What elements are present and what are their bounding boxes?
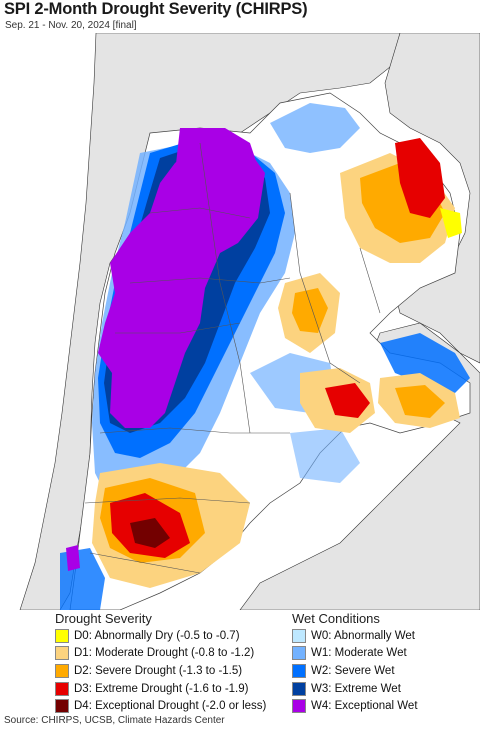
- wet-w1-southcoast: [290, 428, 360, 483]
- wet-w2-uruguay: [380, 333, 470, 393]
- province-borders: [84, 142, 381, 574]
- legend-label-w2: W2: Severe Wet: [311, 664, 395, 677]
- swatch-d0: [55, 628, 69, 643]
- legend-item-d2: D2: Severe Drought (-1.3 to -1.5): [55, 662, 266, 680]
- wet-w4-upper: [175, 128, 260, 213]
- legend-item-d0: D0: Abnormally Dry (-0.5 to -0.7): [55, 627, 266, 645]
- wet-w4-south: [66, 545, 80, 571]
- legend-drought: Drought Severity D0: Abnormally Dry (-0.…: [55, 610, 266, 715]
- legend-item-w1: W1: Moderate Wet: [292, 645, 418, 663]
- legend: Drought Severity D0: Abnormally Dry (-0.…: [0, 610, 480, 714]
- legend-wet: Wet Conditions W0: Abnormally Wet W1: Mo…: [292, 610, 418, 715]
- source-credit: Source: CHIRPS, UCSB, Climate Hazards Ce…: [4, 715, 225, 726]
- drought-d3-northeast: [395, 138, 445, 218]
- legend-item-w3: W3: Extreme Wet: [292, 680, 418, 698]
- legend-label-w0: W0: Abnormally Wet: [311, 629, 415, 642]
- swatch-d2: [55, 663, 69, 678]
- legend-item-w2: W2: Severe Wet: [292, 662, 418, 680]
- legend-item-d3: D3: Extreme Drought (-1.6 to -1.9): [55, 680, 266, 698]
- swatch-d3: [55, 681, 69, 696]
- drought-d2-east: [395, 385, 445, 418]
- map-subtitle: Sep. 21 - Nov. 20, 2024 [final]: [5, 20, 137, 31]
- swatch-w1: [292, 646, 306, 661]
- swatch-d4: [55, 699, 69, 714]
- swatch-w0: [292, 628, 306, 643]
- wet-w1-northeast: [270, 103, 360, 153]
- legend-label-d2: D2: Severe Drought (-1.3 to -1.5): [74, 664, 243, 677]
- swatch-w2: [292, 663, 306, 678]
- legend-item-d4: D4: Exceptional Drought (-2.0 or less): [55, 697, 266, 715]
- legend-label-d4: D4: Exceptional Drought (-2.0 or less): [74, 700, 267, 713]
- drought-d3-pampas: [325, 383, 370, 418]
- swatch-w4: [292, 699, 306, 714]
- legend-wet-heading: Wet Conditions: [292, 611, 380, 626]
- legend-label-d0: D0: Abnormally Dry (-0.5 to -0.7): [74, 629, 240, 642]
- legend-label-d1: D1: Moderate Drought (-0.8 to -1.2): [74, 647, 255, 660]
- swatch-w3: [292, 681, 306, 696]
- legend-label-w4: W4: Exceptional Wet: [311, 700, 418, 713]
- legend-label-d3: D3: Extreme Drought (-1.6 to -1.9): [74, 682, 249, 695]
- drought-d4-patagonia: [130, 518, 170, 548]
- drought-d2-center: [292, 288, 328, 333]
- drought-map: [0, 33, 480, 610]
- legend-item-d1: D1: Moderate Drought (-0.8 to -1.2): [55, 645, 266, 663]
- legend-item-w4: W4: Exceptional Wet: [292, 697, 418, 715]
- drought-d0-east: [440, 208, 462, 238]
- swatch-d1: [55, 646, 69, 661]
- map-title: SPI 2-Month Drought Severity (CHIRPS): [4, 0, 308, 18]
- legend-item-w0: W0: Abnormally Wet: [292, 627, 418, 645]
- map-svg: [0, 33, 480, 610]
- legend-label-w3: W3: Extreme Wet: [311, 682, 401, 695]
- legend-drought-heading: Drought Severity: [55, 611, 152, 626]
- legend-label-w1: W1: Moderate Wet: [311, 647, 407, 660]
